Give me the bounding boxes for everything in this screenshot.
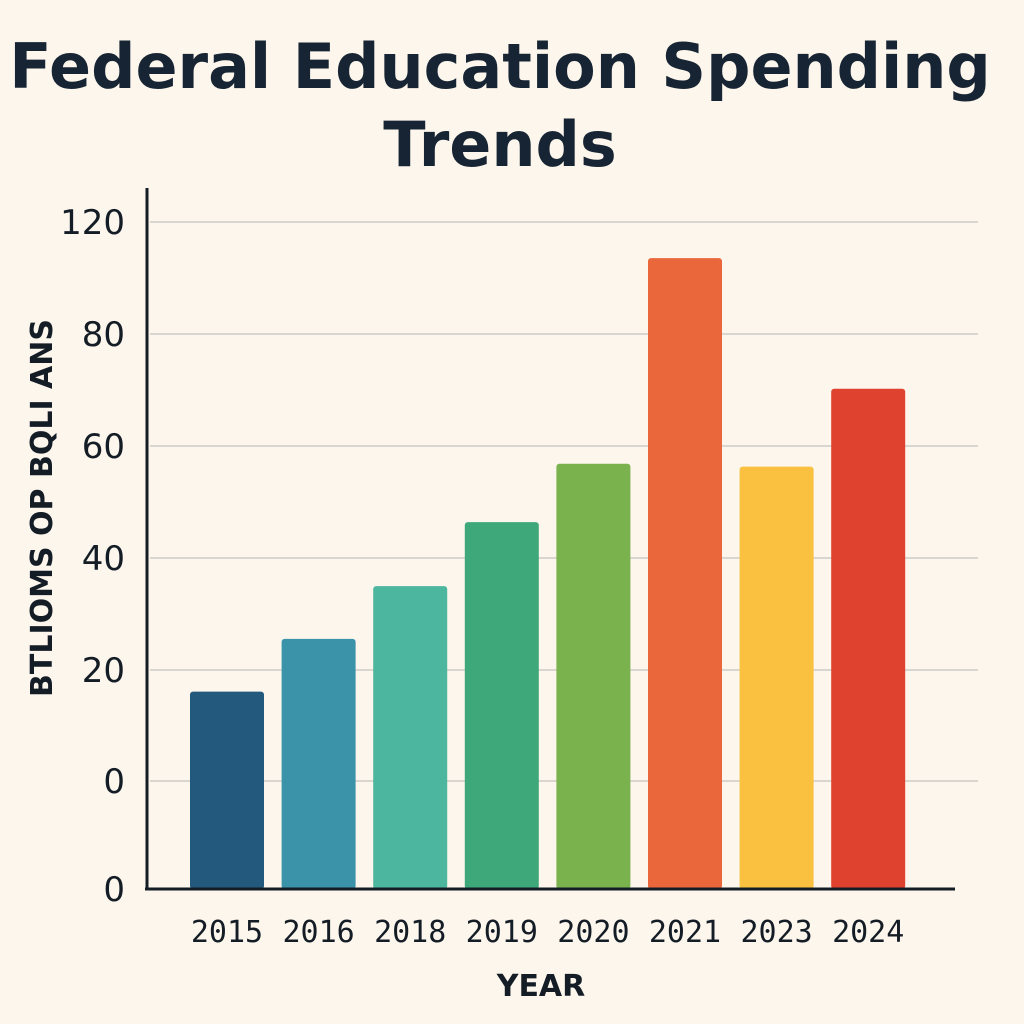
y-tick-labels: 0 0 20 40 60 80 120 <box>60 203 125 910</box>
bars <box>190 258 906 890</box>
x-tick-labels: 2015 2016 2018 2019 2020 2021 2023 2024 <box>191 915 904 950</box>
bar-2024 <box>831 388 906 889</box>
x-tick-label: 2016 <box>282 915 354 950</box>
x-axis-title: YEAR <box>496 969 586 1004</box>
bar-2016 <box>281 638 356 889</box>
bar-2020 <box>556 463 631 889</box>
y-tick-label: 40 <box>82 539 125 579</box>
bar-2019 <box>464 522 539 889</box>
x-tick-label: 2024 <box>832 915 904 950</box>
x-tick-label: 2020 <box>557 915 629 950</box>
axes <box>145 188 955 891</box>
x-tick-label: 2015 <box>191 915 263 950</box>
bar-2015 <box>190 691 264 889</box>
x-tick-label: 2019 <box>466 915 538 950</box>
y-tick-label: 120 <box>60 203 125 243</box>
y-axis-title: BTLIOMS OP BQLI ANS <box>25 319 60 697</box>
chart-title: Federal Education Spending Trends <box>9 30 991 181</box>
x-tick-label: 2021 <box>649 915 721 950</box>
x-tick-label: 2018 <box>374 915 446 950</box>
bar-2021 <box>648 258 722 890</box>
bar-2023 <box>739 466 814 889</box>
y-tick-label: 80 <box>82 315 125 355</box>
x-tick-label: 2023 <box>740 915 812 950</box>
y-tick-label: 60 <box>82 427 125 467</box>
y-tick-label: 0 <box>103 870 125 910</box>
bar-2018 <box>373 586 448 889</box>
y-tick-label: 20 <box>82 651 125 691</box>
y-tick-label: 0 <box>103 762 125 802</box>
